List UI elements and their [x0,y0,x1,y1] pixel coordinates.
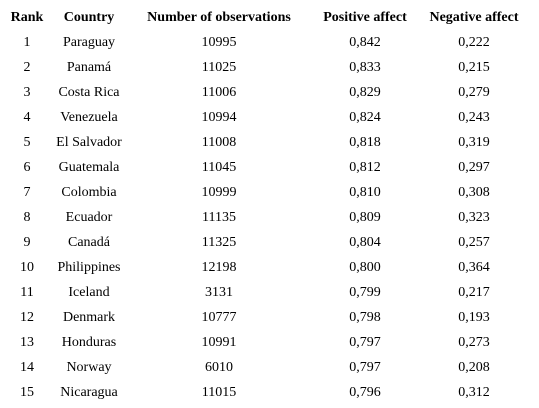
table-cell: 2 [23,59,31,75]
table-row: 8 Ecuador 11135 0,809 0,323 [0,205,532,230]
table-cell: 10994 [201,109,237,125]
table-cell: 11015 [201,384,237,400]
table-cell: 0,222 [458,34,490,50]
table-cell: 0,810 [349,184,381,200]
table-cell: 7 [23,184,31,200]
table-cell: 0,308 [458,184,490,200]
table-cell: 4 [23,109,31,125]
table-row: 11 Iceland 3131 0,799 0,217 [0,280,532,305]
table-cell: 0,796 [349,384,381,400]
data-table: Rank Country Number of observations Positiv… [0,5,532,405]
table-cell: 0,364 [458,259,490,275]
table-cell: Costa Rica [58,84,120,100]
table-cell: 0,818 [349,134,381,150]
table-cell: 0,273 [458,334,490,350]
table-cell: Canadá [68,234,110,250]
table-cell: 0,257 [458,234,490,250]
header-cell: Rank [10,9,44,25]
table-cell: 6 [23,159,31,175]
table-row: 4 Venezuela 10994 0,824 0,243 [0,105,532,130]
table-cell: 0,833 [349,59,381,75]
table-row: 13 Honduras 10991 0,797 0,273 [0,330,532,355]
header-cell: Negative affect [429,9,519,25]
table-cell: Norway [66,359,112,375]
table-row: 6 Guatemala 11045 0,812 0,297 [0,155,532,180]
table-cell: 11135 [202,209,236,225]
table-cell: 11025 [201,59,237,75]
table-cell: 0,799 [349,284,381,300]
table-cell: 0,804 [349,234,381,250]
table-cell: 11 [20,284,34,300]
header-row: Rank Country Number of observations Positiv… [0,5,532,30]
table-cell: 0,812 [349,159,381,175]
table-cell: Colombia [61,184,117,200]
table-cell: 0,323 [458,209,490,225]
table-cell: Denmark [62,309,116,325]
table-cell: 1 [23,34,31,50]
table-cell: 3131 [205,284,233,300]
table-cell: 0,319 [458,134,490,150]
table-cell: Panamá [66,59,112,75]
table-cell: 11325 [201,234,237,250]
table-cell: Venezuela [60,109,118,125]
table-row: 3 Costa Rica 11006 0,829 0,279 [0,80,532,105]
table-cell: 10999 [201,184,237,200]
table-cell: 10991 [201,334,237,350]
header-cell: Positive affect [323,9,407,25]
table-row: 1 Paraguay 10995 0,842 0,222 [0,30,532,55]
table-cell: 0,208 [458,359,490,375]
table-cell: Iceland [68,284,110,300]
table-cell: 0,217 [458,284,490,300]
table-cell: 0,842 [349,34,381,50]
table-body: 1 Paraguay 10995 0,842 0,222 2 Panamá 11025 0,83… [0,30,532,405]
table-cell: 0,809 [349,209,381,225]
table-row: 9 Canadá 11325 0,804 0,257 [0,230,532,255]
table-cell: 10 [20,259,34,275]
table-cell: Guatemala [58,159,120,175]
table-cell: 3 [23,84,31,100]
table-cell: 0,829 [349,84,381,100]
table-cell: 13 [20,334,34,350]
table-row: 7 Colombia 10999 0,810 0,308 [0,180,532,205]
table-cell: Paraguay [62,34,116,50]
table-cell: 0,312 [458,384,490,400]
table-cell: 0,297 [458,159,490,175]
table-cell: Nicaragua [60,384,118,400]
table-cell: 0,824 [349,109,381,125]
table-row: 2 Panamá 11025 0,833 0,215 [0,55,532,80]
header-cell: Country [63,9,115,25]
table-cell: 10777 [201,309,237,325]
table-cell: 9 [23,234,31,250]
table-row: 12 Denmark 10777 0,798 0,193 [0,305,532,330]
table-cell: 0,797 [349,334,381,350]
table-cell: Ecuador [65,209,113,225]
table-cell: El Salvador [56,134,122,150]
table-row: 5 El Salvador 11008 0,818 0,319 [0,130,532,155]
table-cell: 0,243 [458,109,490,125]
table-cell: 15 [20,384,34,400]
table-cell: 10995 [201,34,237,50]
table-cell: 5 [23,134,31,150]
table-cell: 12198 [201,259,237,275]
table-row: 10 Philippines 12198 0,800 0,364 [0,255,532,280]
table-cell: 12 [20,309,34,325]
table-row: 14 Norway 6010 0,797 0,208 [0,355,532,380]
table-cell: 11006 [201,84,237,100]
table-cell: 14 [20,359,34,375]
table-cell: 0,800 [349,259,381,275]
table-cell: 0,798 [349,309,381,325]
table-cell: 0,215 [458,59,490,75]
table-row: 15 Nicaragua 11015 0,796 0,312 [0,380,532,405]
table-cell: Honduras [61,334,117,350]
table-cell: 0,193 [458,309,490,325]
table-cell: 8 [23,209,31,225]
header-cell: Number of observations [147,9,291,25]
table-cell: 11008 [201,134,237,150]
table-cell: 0,797 [349,359,381,375]
table-cell: 0,279 [458,84,490,100]
table-cell: 11045 [201,159,237,175]
table-cell: 6010 [205,359,233,375]
table-cell: Philippines [57,259,121,275]
